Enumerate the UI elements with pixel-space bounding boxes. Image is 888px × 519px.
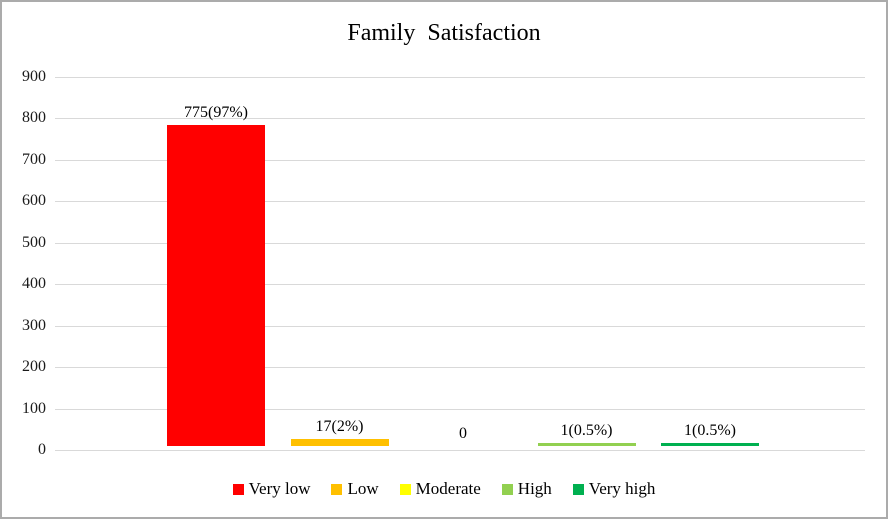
y-tick-label-200: 200 (22, 358, 46, 376)
y-tick-label-400: 400 (22, 275, 46, 293)
y-tick-label-600: 600 (22, 192, 46, 210)
gridline-500 (55, 242, 865, 244)
gridline-400 (55, 284, 865, 286)
gridline-0 (55, 450, 865, 451)
data-label-moderate: 0 (459, 425, 467, 442)
y-tick-label-0: 0 (38, 441, 46, 458)
y-tick-label-300: 300 (22, 316, 46, 334)
data-label-low: 17(2%) (315, 417, 364, 435)
legend-item-high: High (501, 479, 552, 499)
bar-high (537, 443, 636, 446)
y-tick-label-100: 100 (22, 399, 46, 417)
data-label-very-low: 775(97%) (184, 103, 248, 121)
y-tick-label-500: 500 (22, 233, 46, 251)
data-label-very-high: 1(0.5%) (684, 422, 736, 439)
legend-swatch-very-low (232, 483, 244, 495)
legend-item-very-high: Very high (572, 479, 656, 499)
legend-label-moderate: Moderate (415, 479, 481, 498)
gridline-600 (55, 201, 865, 203)
legend-swatch-high (501, 483, 513, 495)
legend-label-very-high: Very high (588, 479, 656, 498)
data-label-high: 1(0.5%) (560, 422, 613, 439)
y-tick-label-900: 900 (22, 68, 46, 85)
y-tick-label-700: 700 (22, 150, 46, 168)
legend-label-high: High (517, 479, 552, 498)
legend-swatch-very-high (572, 483, 584, 495)
gridline-100 (55, 408, 865, 410)
chart-title: Family Satisfaction (347, 20, 541, 46)
legend-item-low: Low (331, 479, 379, 499)
legend-swatch-moderate (399, 483, 411, 495)
legend-item-moderate: Moderate (399, 479, 481, 499)
gridline-700 (55, 159, 865, 161)
gridline-300 (55, 325, 865, 327)
legend: Very low Low Moderate High Very high (2, 478, 886, 500)
legend-swatch-low (331, 483, 343, 495)
gridline-800 (55, 118, 865, 120)
legend-item-very-low: Very low (232, 479, 311, 499)
gridline-900 (55, 77, 865, 78)
y-tick-label-800: 800 (22, 109, 46, 127)
bar-very-low (167, 124, 265, 446)
legend-label-very-low: Very low (248, 479, 311, 498)
legend-label-low: Low (347, 479, 379, 498)
bar-very-high (661, 443, 759, 446)
gridline-200 (55, 367, 865, 369)
bar-low (290, 438, 389, 446)
